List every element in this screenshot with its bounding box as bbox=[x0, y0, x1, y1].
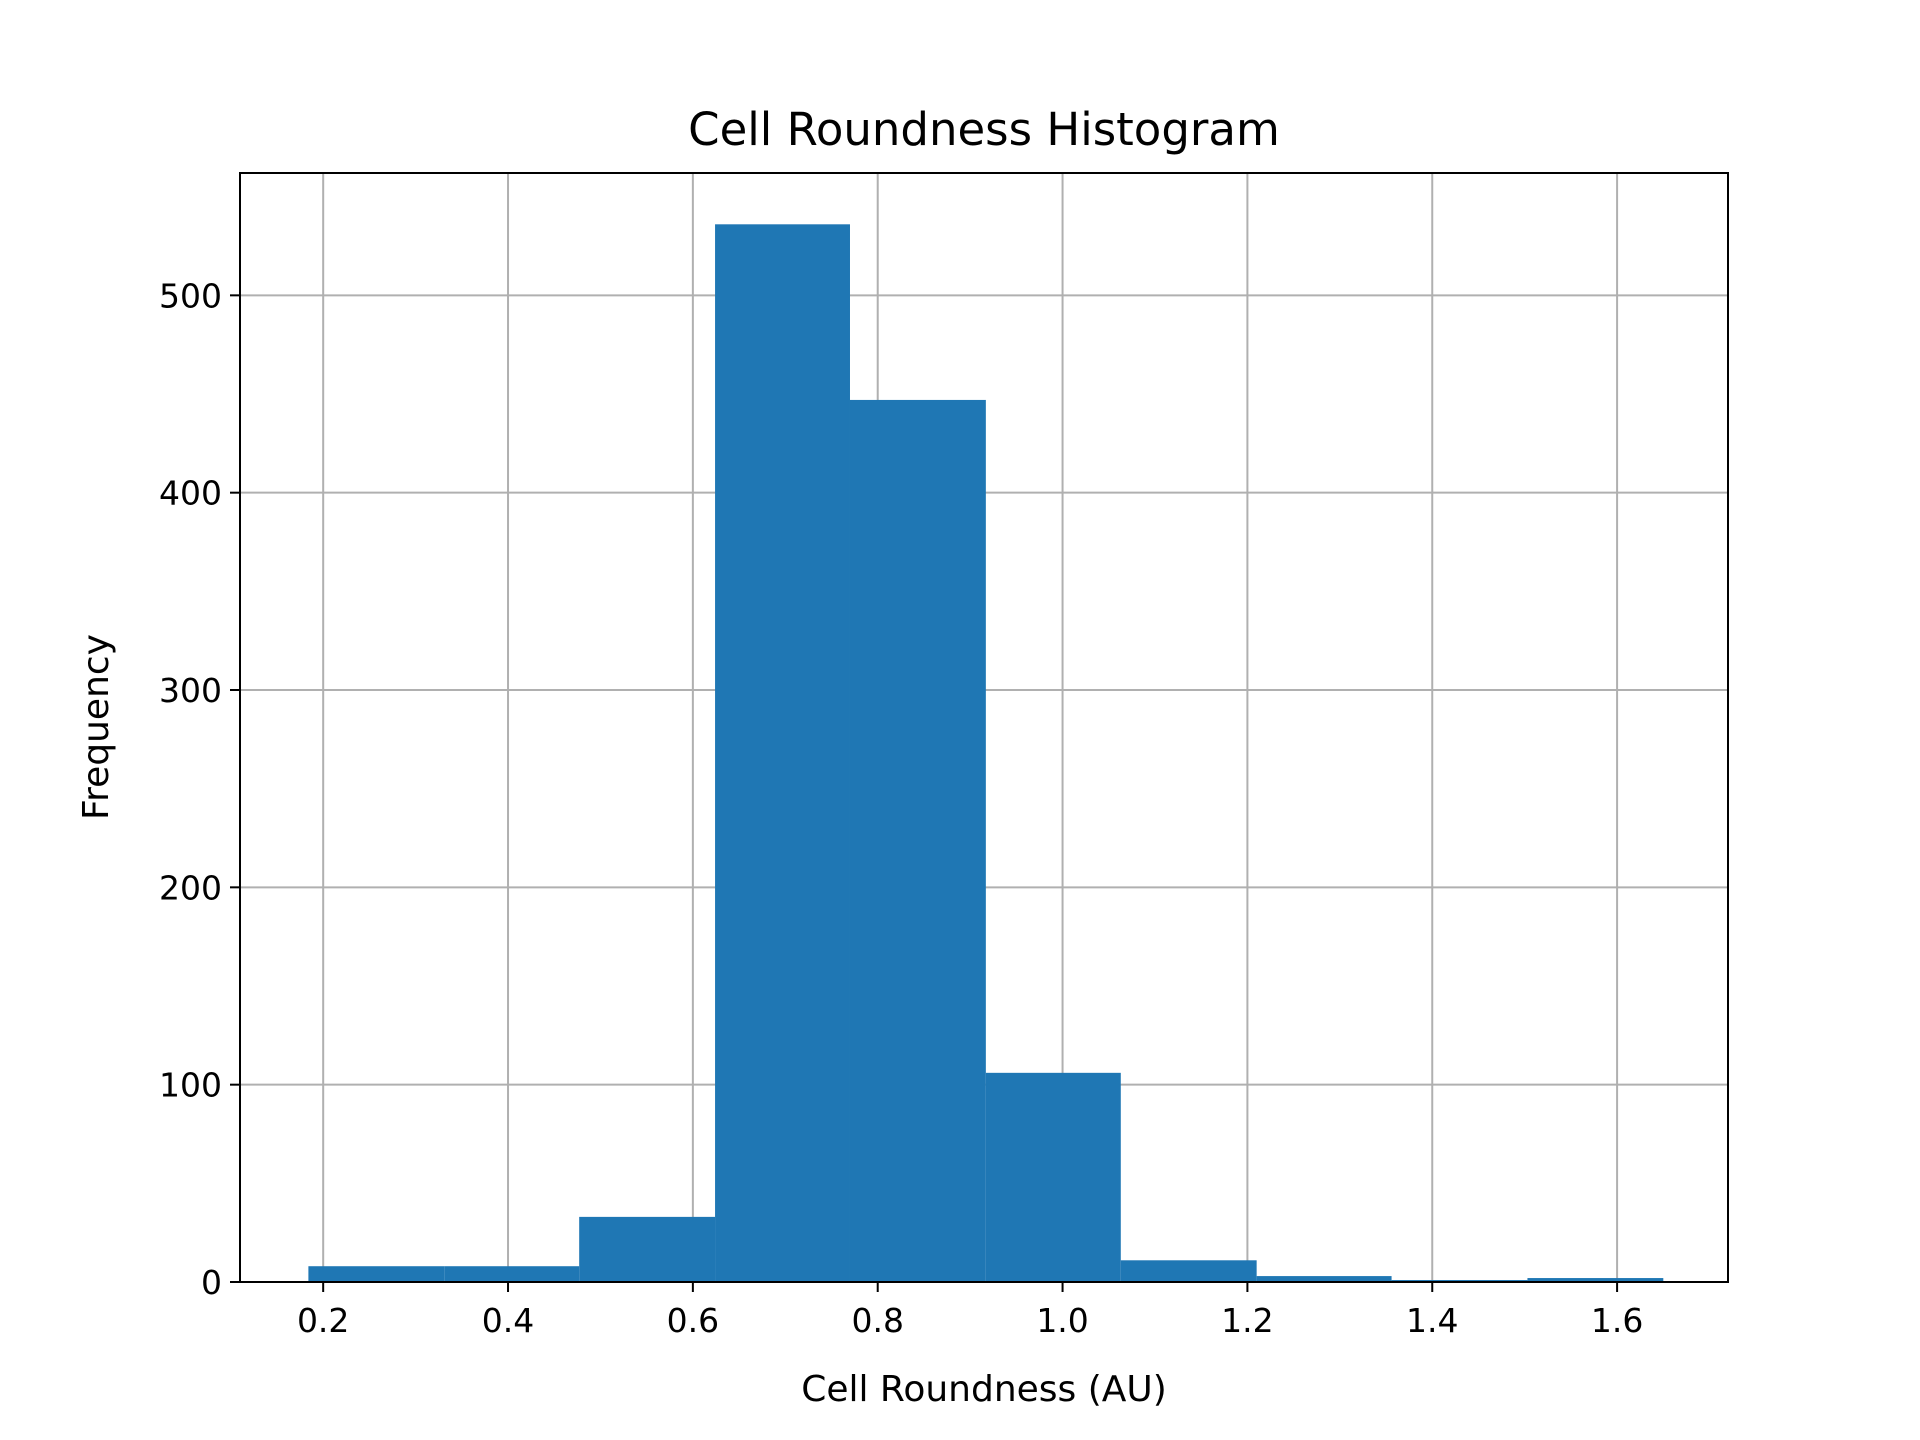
histogram-bar bbox=[985, 1072, 1121, 1282]
x-axis-label: Cell Roundness (AU) bbox=[801, 1369, 1167, 1410]
x-tick-label: 0.8 bbox=[851, 1301, 903, 1340]
y-tick-label: 500 bbox=[159, 276, 222, 315]
y-tick-label: 300 bbox=[159, 671, 222, 710]
histogram-bar bbox=[1120, 1260, 1257, 1282]
x-tick-label: 0.6 bbox=[667, 1301, 719, 1340]
x-tick-label: 0.2 bbox=[297, 1301, 349, 1340]
chart-title: Cell Roundness Histogram bbox=[688, 103, 1280, 156]
x-tick-label: 1.6 bbox=[1591, 1301, 1643, 1340]
y-tick-label: 0 bbox=[201, 1263, 222, 1302]
x-tick-label: 1.0 bbox=[1036, 1301, 1088, 1340]
histogram-bar bbox=[579, 1216, 716, 1282]
histogram-bar bbox=[308, 1266, 445, 1282]
histogram-bar bbox=[444, 1266, 580, 1282]
axes-frame bbox=[239, 172, 1729, 1283]
y-tick-label: 100 bbox=[159, 1066, 222, 1105]
y-axis-ticks: 0 100 200 300 400 500 bbox=[159, 276, 240, 1302]
y-axis-label: Frequency bbox=[76, 634, 117, 820]
histogram-bar bbox=[715, 224, 850, 1283]
x-tick-label: 1.2 bbox=[1221, 1301, 1273, 1340]
y-tick-label: 200 bbox=[159, 868, 222, 907]
histogram-bars bbox=[308, 224, 1664, 1283]
x-tick-label: 0.4 bbox=[482, 1301, 534, 1340]
histogram-bar bbox=[849, 399, 986, 1282]
x-axis-ticks: 0.2 0.4 0.6 0.8 1.0 1.2 1.4 1.6 bbox=[297, 1282, 1643, 1340]
y-tick-label: 400 bbox=[159, 474, 222, 513]
x-tick-label: 1.4 bbox=[1406, 1301, 1458, 1340]
histogram-bar bbox=[1527, 1278, 1664, 1282]
histogram-bar bbox=[1256, 1276, 1392, 1282]
